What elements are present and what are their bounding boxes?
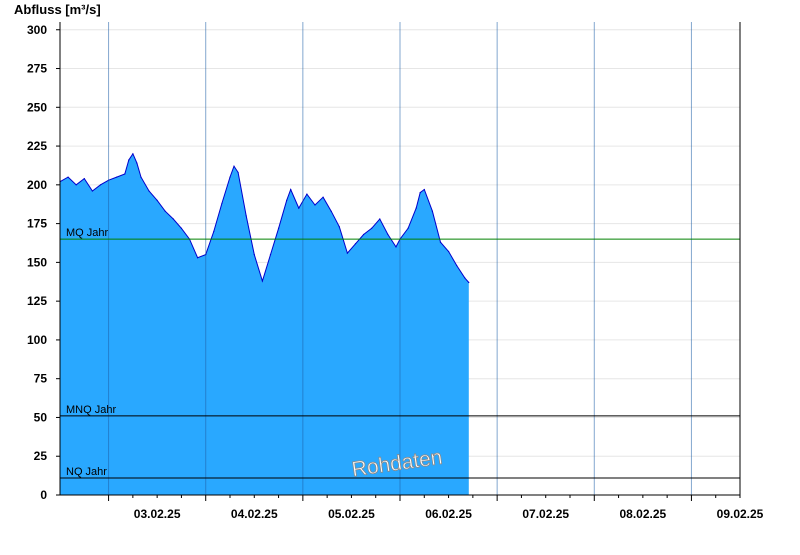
data-point [91,190,93,192]
reference-label: NQ Jahr [66,466,107,478]
data-point [164,210,166,212]
data-point [221,202,223,205]
data-point [419,191,421,194]
data-point [67,176,69,178]
data-point [136,162,138,164]
series-area [60,153,469,496]
y-tick-label: 225 [27,139,47,153]
data-point [132,153,134,155]
data-point [156,199,158,201]
reference-label: MNQ Jahr [66,404,116,416]
data-point [314,204,316,206]
data-point [338,226,340,228]
data-point [253,254,255,256]
data-point [407,227,409,229]
data-point [346,252,348,254]
x-tick-label: 06.02.25 [425,507,472,521]
data-point [423,188,425,191]
data-point [83,178,85,180]
y-tick-label: 150 [27,255,47,269]
data-point [290,188,292,191]
y-tick-label: 275 [27,62,47,76]
data-point [330,210,332,212]
data-point [286,199,288,201]
x-tick-label: 09.02.25 [717,507,764,521]
data-point [148,190,150,192]
data-point [468,281,470,284]
y-axis-label: Abfluss [m³/s] [14,2,101,17]
data-point [233,165,235,167]
data-point [439,241,442,243]
reference-label: MQ Jahr [66,227,109,239]
x-tick-label: 05.02.25 [328,507,375,521]
data-point [395,246,397,248]
y-tick-label: 300 [27,23,47,37]
data-point [371,227,373,229]
y-tick-label: 200 [27,178,47,192]
x-tick-label: 07.02.25 [522,507,569,521]
data-point [298,207,300,209]
y-tick-label: 50 [34,410,48,424]
data-point [213,230,215,232]
data-point [415,207,417,209]
data-point [362,233,365,236]
data-point [261,280,263,282]
data-point [456,264,458,267]
data-point [140,176,142,178]
data-point [269,254,272,256]
y-tick-label: 25 [34,449,48,463]
data-point [447,250,450,253]
y-tick-label: 75 [34,372,48,386]
data-point [180,227,183,229]
data-point [128,159,130,161]
data-point [172,218,174,220]
data-point [197,257,199,259]
data-point [387,233,389,236]
data-point [75,184,77,186]
data-point [379,218,381,220]
x-tick-label: 08.02.25 [619,507,666,521]
data-point [306,193,308,195]
data-point [354,243,357,245]
data-point [322,196,324,198]
x-tick-label: 03.02.25 [134,507,181,521]
data-point [464,277,466,279]
data-point [245,215,247,217]
x-tick-label: 04.02.25 [231,507,278,521]
data-point [277,227,280,229]
data-point [99,184,102,186]
y-tick-label: 0 [40,488,47,502]
data-point [124,173,126,175]
y-tick-label: 100 [27,333,47,347]
data-point [431,210,433,212]
data-point [229,176,231,178]
y-tick-label: 125 [27,294,47,308]
y-tick-label: 250 [27,100,47,114]
data-point [116,176,118,178]
y-tick-label: 175 [27,217,47,231]
data-point [237,171,239,174]
